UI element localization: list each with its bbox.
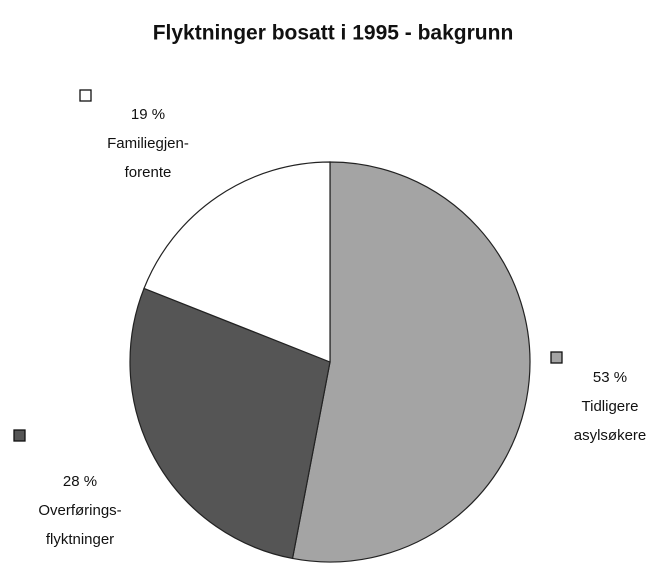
pie-slice [143,161,331,363]
value-label: 19 % [131,106,165,123]
category-label: flyktninger [46,531,114,548]
category-label: asylsøkere [574,427,647,444]
pie-slice [291,161,531,563]
chart-title: Flyktninger bosatt i 1995 - bakgrunn [153,22,514,45]
category-label: Tidligere [582,398,639,415]
category-label: Overførings- [38,502,121,519]
category-label: forente [125,164,172,181]
legend-swatch [550,351,563,364]
value-label: 28 % [63,473,97,490]
legend-swatch [79,89,92,102]
legend-swatch [13,429,26,442]
value-label: 53 % [593,369,627,386]
category-label: Familiegjen- [107,135,189,152]
pie-slice [129,287,331,560]
